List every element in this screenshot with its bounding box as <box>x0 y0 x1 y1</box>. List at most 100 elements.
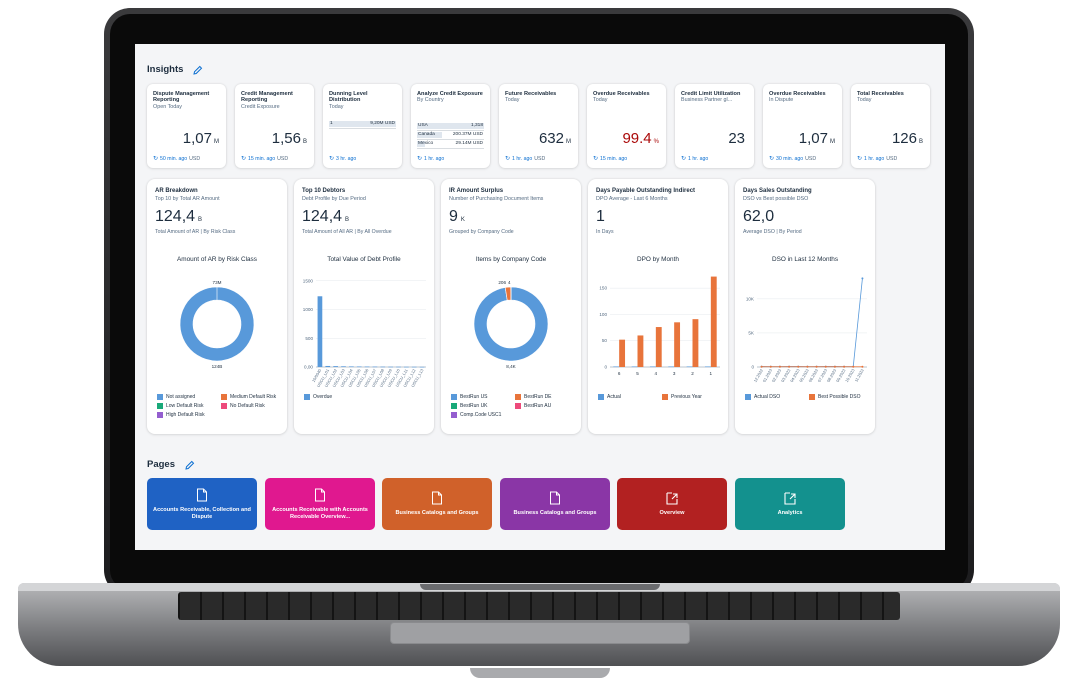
refresh-icon: ↻ <box>505 156 511 162</box>
page-tile[interactable]: Accounts Receivable with Accounts Receiv… <box>265 478 375 530</box>
legend-item[interactable]: BestRun US <box>451 394 513 400</box>
legend-item[interactable]: BestRun AU <box>515 403 577 409</box>
legend-item[interactable]: BestRun DE <box>515 394 577 400</box>
legend-item[interactable]: Comp.Code USC1 <box>451 412 513 418</box>
tile-bar-row: Mexico 29.14M USD <box>417 140 484 149</box>
bar[interactable] <box>419 366 425 368</box>
tile-kpi-value: 1,07 <box>798 130 828 147</box>
edit-insights-icon[interactable] <box>193 65 203 75</box>
line-point[interactable] <box>797 365 800 368</box>
legend-item[interactable]: Not assigned <box>157 394 219 400</box>
legend-item[interactable]: Medium Default Risk <box>221 394 283 400</box>
line-point[interactable] <box>815 365 818 368</box>
legend-item[interactable]: No Default Risk <box>221 403 283 409</box>
pie-slice[interactable] <box>179 286 255 362</box>
page-tile[interactable]: Overview <box>617 478 727 530</box>
line-point[interactable] <box>861 365 864 368</box>
x-tick-label: 04.2023 <box>789 367 801 383</box>
analytic-card[interactable]: Top 10 Debtors Debt Profile by Due Period… <box>294 179 434 434</box>
bar[interactable] <box>380 366 386 368</box>
line-point[interactable] <box>788 365 791 368</box>
chart-title: Amount of AR by Risk Class <box>177 256 257 263</box>
pie-slice[interactable] <box>473 286 549 362</box>
bar[interactable] <box>356 366 362 368</box>
bar[interactable] <box>341 366 346 367</box>
tile-footer: ↻ 50 min. ago USD <box>153 155 200 163</box>
page-tile[interactable]: Accounts Receivable, Collection and Disp… <box>147 478 257 530</box>
kpi-tile[interactable]: Analyze Credit Exposure By Country USA 1,31… <box>411 84 490 168</box>
bar[interactable] <box>704 366 711 368</box>
tile-refresh-time: 15 min. ago <box>248 155 276 162</box>
legend-item[interactable]: Overdue <box>304 394 430 400</box>
bar[interactable] <box>613 366 620 368</box>
kpi-tile[interactable]: Credit Limit Utilization Business Partner… <box>675 84 754 168</box>
line-point[interactable] <box>778 365 781 368</box>
tile-subtitle: Open Today <box>153 103 182 110</box>
page-tile[interactable]: Analytics <box>735 478 845 530</box>
legend-item[interactable]: Actual <box>598 394 660 400</box>
legend-item[interactable]: Low Default Risk <box>157 403 219 409</box>
bar[interactable] <box>404 366 409 368</box>
bar[interactable] <box>411 366 417 368</box>
bar[interactable] <box>686 366 693 368</box>
bar[interactable] <box>655 327 662 367</box>
tile-bar-fill <box>329 121 396 127</box>
analytic-card[interactable]: Days Sales Outstanding DSO vs Best possib… <box>735 179 875 434</box>
bar[interactable] <box>619 339 626 367</box>
bar[interactable] <box>333 366 338 367</box>
kpi-tile[interactable]: Total Receivables Today 126 B ↻ 1 hr. ago USD <box>851 84 930 168</box>
legend-item[interactable]: Previous Year <box>662 394 724 400</box>
bar[interactable] <box>396 366 401 368</box>
kpi-tile[interactable]: Overdue Receivables In Dispute 1,07 M ↻ 30 mi… <box>763 84 842 168</box>
bar[interactable] <box>317 296 323 367</box>
legend-swatch <box>304 394 310 400</box>
bar[interactable] <box>710 276 717 367</box>
line-point[interactable] <box>843 365 846 368</box>
page-tile[interactable]: Business Catalogs and Groups <box>382 478 492 530</box>
y-tick-label: 100 <box>599 312 607 317</box>
tile-bar-row: USA 1,318 <box>417 122 484 131</box>
bar[interactable] <box>668 366 675 368</box>
bar[interactable] <box>631 366 638 368</box>
bar[interactable] <box>325 365 331 367</box>
tile-title: Total Receivables <box>857 91 904 97</box>
bar[interactable] <box>349 366 354 368</box>
tile-bar-row: 1 9,20M USD <box>329 120 396 129</box>
kpi-tile[interactable]: Dunning Level Distribution Today 1 9,20M US… <box>323 84 402 168</box>
bar[interactable] <box>692 319 699 367</box>
kpi-tile[interactable]: Overdue Receivables Today 99.4% ↻ 15 min. ag… <box>587 84 666 168</box>
line-point[interactable] <box>806 365 809 368</box>
card-title: Days Payable Outstanding Indirect <box>596 188 696 194</box>
tile-refresh-time: 1 hr. ago <box>864 155 885 162</box>
bar[interactable] <box>649 366 656 368</box>
analytic-card[interactable]: Days Payable Outstanding Indirect DPO Ave… <box>588 179 728 434</box>
line-point[interactable] <box>769 365 772 368</box>
line-point[interactable] <box>760 365 763 368</box>
tile-unit: USD <box>886 155 898 162</box>
bar[interactable] <box>674 322 681 367</box>
page-tile[interactable]: Business Catalogs and Groups <box>500 478 610 530</box>
legend-item[interactable]: High Default Risk <box>157 412 219 418</box>
bar[interactable] <box>372 366 378 368</box>
bar[interactable] <box>364 366 370 368</box>
line-point[interactable] <box>852 365 855 368</box>
line-point[interactable] <box>824 365 827 368</box>
laptop-hinge <box>420 584 660 590</box>
edit-pages-icon[interactable] <box>185 460 195 470</box>
kpi-tile[interactable]: Credit Management Reporting Credit Exposu… <box>235 84 314 168</box>
tile-bar-value: 29.14M USD <box>455 141 483 146</box>
bar[interactable] <box>388 366 393 368</box>
y-tick-label: 5K <box>748 330 755 335</box>
bar[interactable] <box>637 335 644 367</box>
legend-item[interactable]: BestRun UK <box>451 403 513 409</box>
legend-swatch <box>809 394 815 400</box>
line-point[interactable] <box>861 277 864 280</box>
legend-item[interactable]: Actual DSO <box>745 394 807 400</box>
kpi-tile[interactable]: Future Receivables Today 632 M ↻ 1 hr. ago USD <box>499 84 578 168</box>
legend-item[interactable]: Best Possible DSO <box>809 394 871 400</box>
line-point[interactable] <box>833 365 836 368</box>
analytic-card[interactable]: IR Amount Surplus Number of Purchasing Do… <box>441 179 581 434</box>
analytic-card[interactable]: AR Breakdown Top 10 by Total AR Amount 124… <box>147 179 287 434</box>
card-kpi-value: 62,0 <box>743 208 775 225</box>
kpi-tile[interactable]: Dispute Management Reporting Open Today 1,… <box>147 84 226 168</box>
